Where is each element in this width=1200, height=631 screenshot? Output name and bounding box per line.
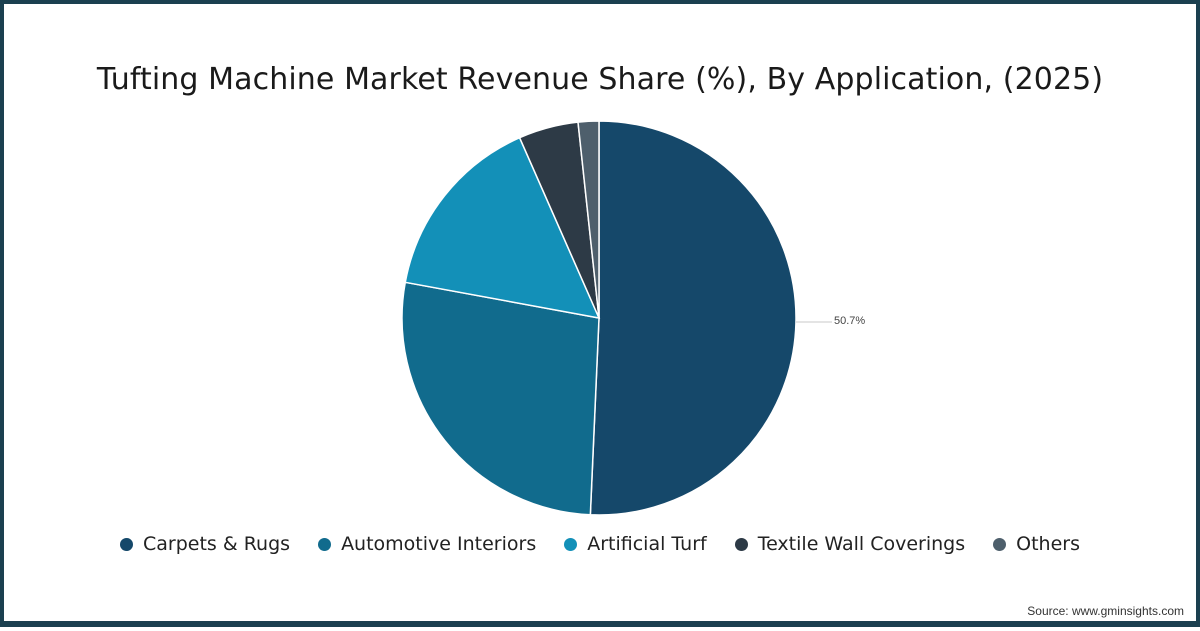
legend-dot-icon xyxy=(734,537,748,551)
slice-carpets-rugs[interactable] xyxy=(589,120,797,516)
legend-dot-icon xyxy=(119,537,133,551)
legend-dot-icon xyxy=(564,537,578,551)
slice-automotive-interiors[interactable] xyxy=(401,281,600,516)
chart-title: Tufting Machine Market Revenue Share (%)… xyxy=(96,62,1104,97)
slice-artificial-turf[interactable] xyxy=(404,136,601,319)
legend: Carpets & Rugs Automotive Interiors Arti… xyxy=(0,533,1200,555)
legend-dot-icon xyxy=(318,537,332,551)
legend-item-others[interactable]: Others xyxy=(993,533,1080,555)
legend-label: Textile Wall Coverings xyxy=(757,533,966,555)
legend-label: Others xyxy=(1016,533,1081,555)
source-credit: Source: www.gminsights.com xyxy=(1027,604,1184,618)
slice-others[interactable] xyxy=(577,120,600,319)
data-label-carpets-rugs: 50.7% xyxy=(834,315,866,327)
legend-item-textile-wall-coverings[interactable]: Textile Wall Coverings xyxy=(734,533,966,555)
legend-item-automotive-interiors[interactable]: Automotive Interiors xyxy=(318,533,536,555)
legend-label: Artificial Turf xyxy=(587,533,707,555)
legend-item-carpets-rugs[interactable]: Carpets & Rugs xyxy=(119,533,291,555)
legend-dot-icon xyxy=(993,537,1007,551)
legend-label: Carpets & Rugs xyxy=(142,533,291,555)
legend-label: Automotive Interiors xyxy=(341,533,537,555)
legend-item-artificial-turf[interactable]: Artificial Turf xyxy=(564,533,707,555)
